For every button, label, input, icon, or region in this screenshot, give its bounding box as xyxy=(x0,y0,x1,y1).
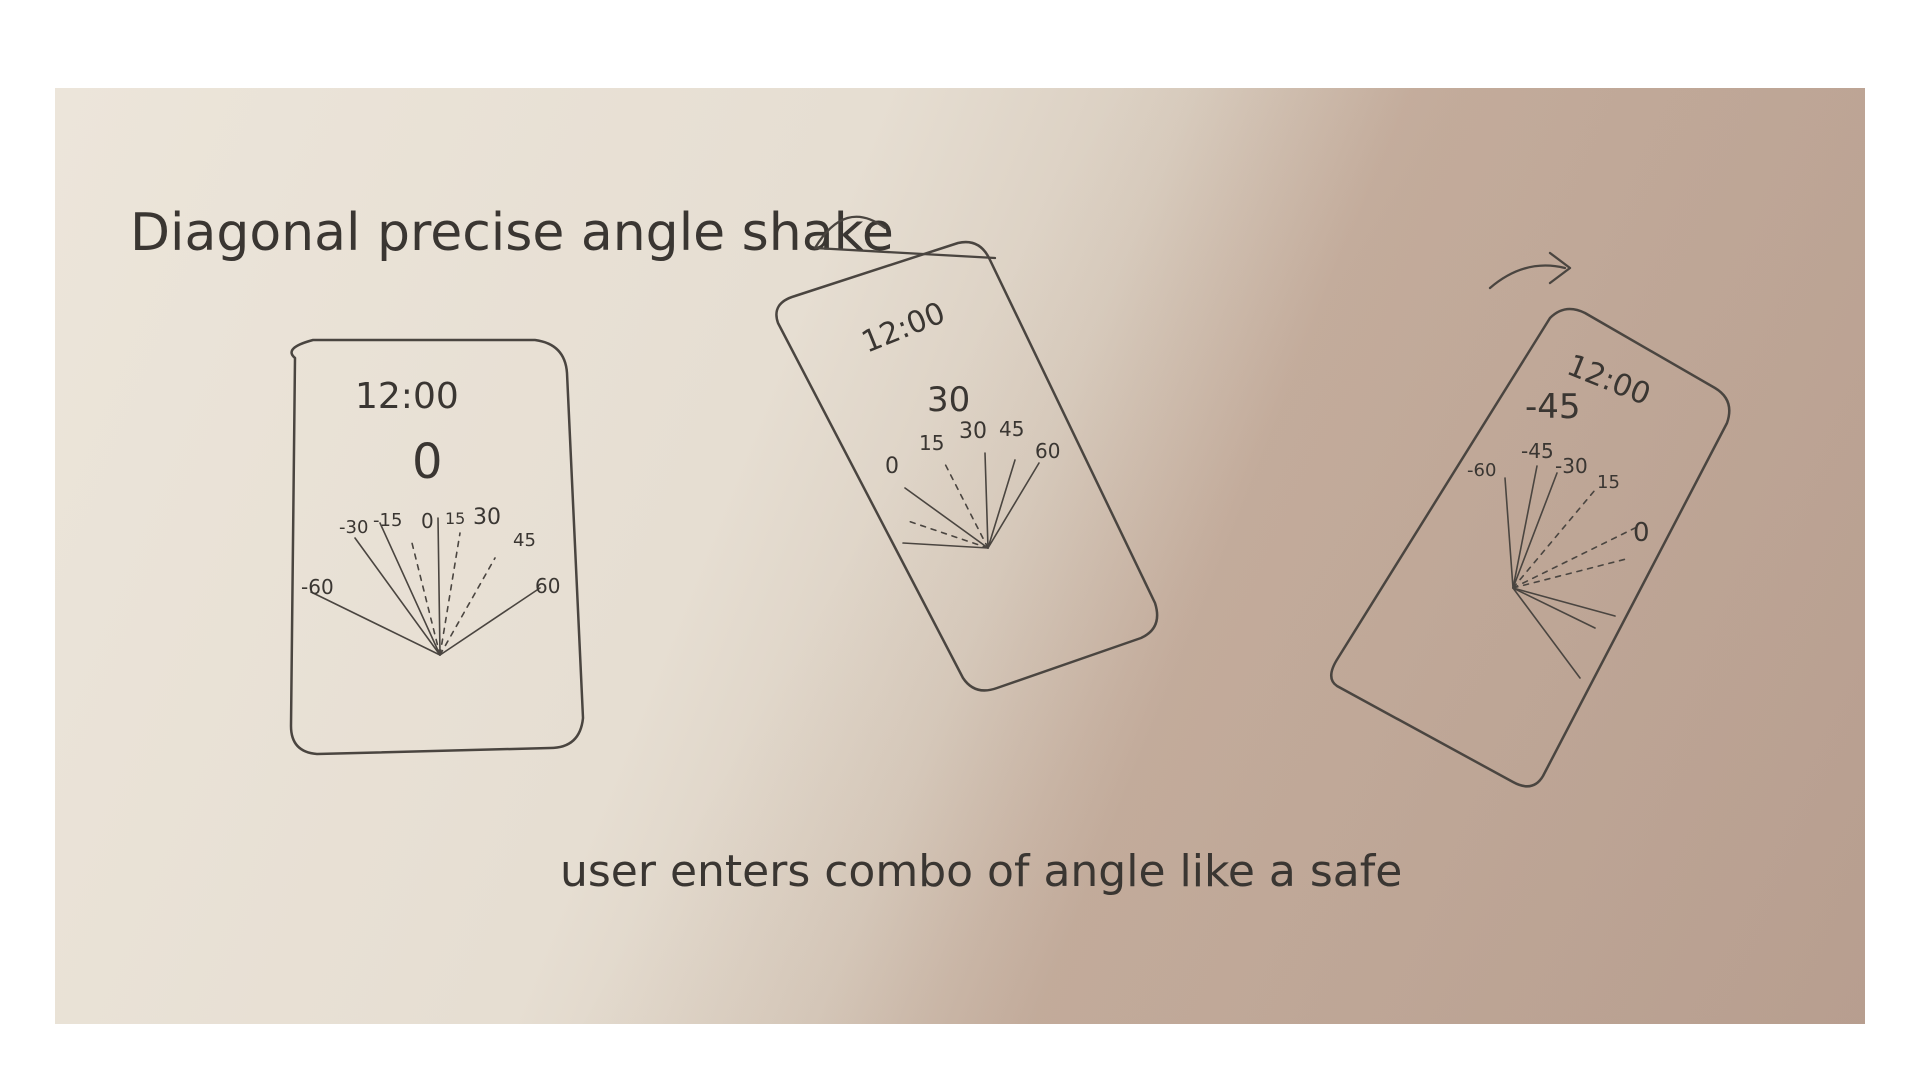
tick-label: 0 xyxy=(885,454,899,479)
tick-label: 0 xyxy=(1633,518,1650,548)
tick-label: -60 xyxy=(1467,460,1496,481)
fan-line xyxy=(439,532,461,656)
phone-1-fan xyxy=(310,517,541,656)
fan-line xyxy=(987,462,1040,549)
sketch-photo: Diagonal precise angle shake 12:00 0 -60… xyxy=(55,88,1865,1024)
phone-outline-3 xyxy=(1330,307,1731,788)
tick-label: 15 xyxy=(445,509,465,528)
fan-line xyxy=(1512,465,1538,589)
fan-line xyxy=(1512,587,1616,617)
tick-label: -15 xyxy=(373,510,402,531)
phone-outline-2 xyxy=(775,240,1159,692)
sketch-caption: user enters combo of angle like a safe xyxy=(560,846,1402,897)
fan-line xyxy=(1512,527,1636,589)
fan-line xyxy=(904,519,989,549)
sketch-title: Diagonal precise angle shake xyxy=(130,203,894,263)
tick-label: -30 xyxy=(339,517,368,538)
fan-line xyxy=(1512,472,1558,589)
fan-line xyxy=(354,537,441,656)
fan-line xyxy=(987,459,1016,549)
rotate-left-arrow xyxy=(813,215,997,260)
phone-1-time: 12:00 xyxy=(355,376,459,417)
tick-label: 15 xyxy=(1597,472,1620,493)
fan-line xyxy=(439,587,541,656)
fan-line xyxy=(1512,557,1631,589)
tick-label: -60 xyxy=(301,575,334,599)
tick-label: 60 xyxy=(535,574,560,598)
phone-3-fan xyxy=(1504,465,1636,679)
tick-label: 30 xyxy=(473,505,501,530)
fan-line xyxy=(411,542,441,656)
fan-line xyxy=(902,542,989,549)
fan-line xyxy=(437,517,441,656)
phone-2-time: 12:00 xyxy=(857,296,950,361)
tick-label: 60 xyxy=(1035,439,1060,463)
phone-outline-1 xyxy=(289,338,585,756)
tick-label: -30 xyxy=(1555,454,1588,478)
sketch-canvas: Diagonal precise angle shake 12:00 0 -60… xyxy=(130,203,1731,897)
fan-line xyxy=(1512,587,1596,629)
tick-label: 30 xyxy=(959,419,987,444)
fan-line xyxy=(1512,489,1596,589)
tick-label: 45 xyxy=(513,530,536,551)
fan-line xyxy=(904,487,989,549)
fan-line xyxy=(1504,477,1514,589)
fan-line xyxy=(984,452,989,549)
fan-line xyxy=(310,591,441,656)
rotate-right-arrow xyxy=(1488,251,1572,290)
phone-2-angle: 30 xyxy=(927,380,970,420)
phone-sketch-upright: 12:00 0 -60 -30 -15 0 15 30 45 60 xyxy=(289,338,585,756)
tick-label: 0 xyxy=(421,509,434,533)
tick-label: 15 xyxy=(919,431,944,455)
fan-line xyxy=(379,522,441,656)
phone-sketch-tilted-left: 12:00 30 0 15 30 45 60 xyxy=(775,215,1159,692)
fan-line xyxy=(942,459,989,549)
phone-3-angle: -45 xyxy=(1525,387,1581,427)
phone-1-angle: 0 xyxy=(412,434,443,490)
phone-2-fan xyxy=(902,452,1040,549)
tick-label: 45 xyxy=(999,417,1024,441)
tick-label: -45 xyxy=(1521,439,1554,463)
phone-sketch-tilted-right: 12:00 -45 -60 -45 -30 15 0 xyxy=(1330,251,1731,788)
paper-shadow xyxy=(55,88,1865,1024)
fan-line xyxy=(439,557,496,656)
fan-line xyxy=(1512,587,1581,679)
